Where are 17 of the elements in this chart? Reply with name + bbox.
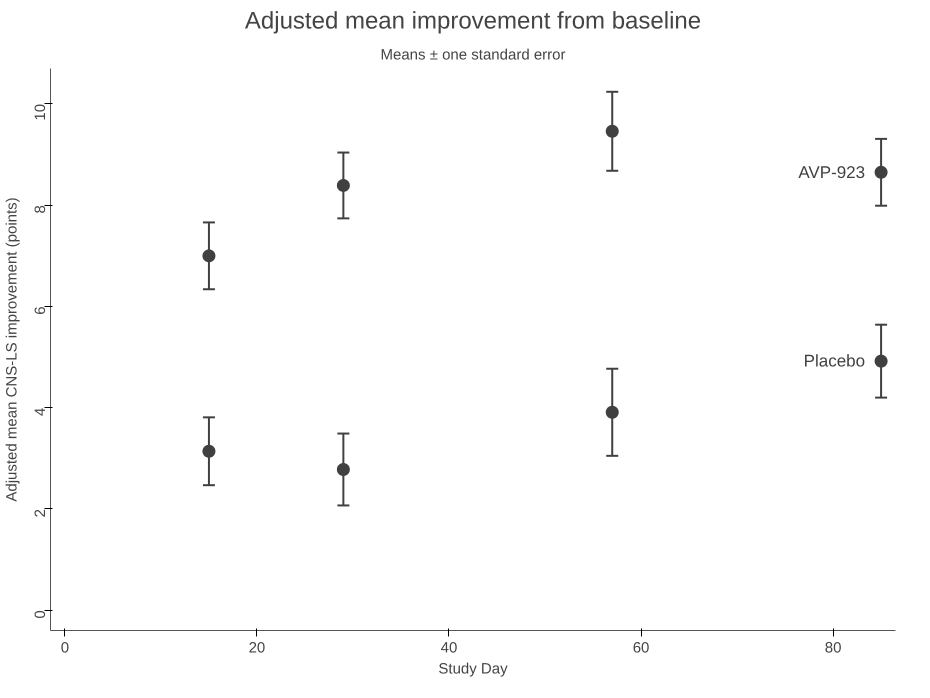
chart-subtitle: Means ± one standard error xyxy=(380,46,566,64)
y-tick-label: 4 xyxy=(32,408,49,416)
y-tick-label: 6 xyxy=(32,306,49,315)
y-tick-label: 8 xyxy=(32,205,49,214)
series-label: AVP-923 xyxy=(798,162,866,182)
x-tick-label: 20 xyxy=(248,640,266,656)
x-tick-label: 40 xyxy=(440,640,458,656)
x-axis-title: Study Day xyxy=(438,660,508,678)
x-tick-label: 80 xyxy=(824,640,842,656)
x-tick-label: 0 xyxy=(60,640,70,656)
series-label: Placebo xyxy=(804,352,866,371)
x-tick-label: 60 xyxy=(632,640,650,656)
y-tick-label: 10 xyxy=(32,104,49,121)
y-tick-label: 2 xyxy=(32,508,49,518)
chart-title: Adjusted mean improvement from baseline xyxy=(244,8,702,34)
y-axis-title: Adjusted mean CNS-LS improvement (points) xyxy=(4,197,20,502)
y-tick-label: 0 xyxy=(32,610,49,619)
